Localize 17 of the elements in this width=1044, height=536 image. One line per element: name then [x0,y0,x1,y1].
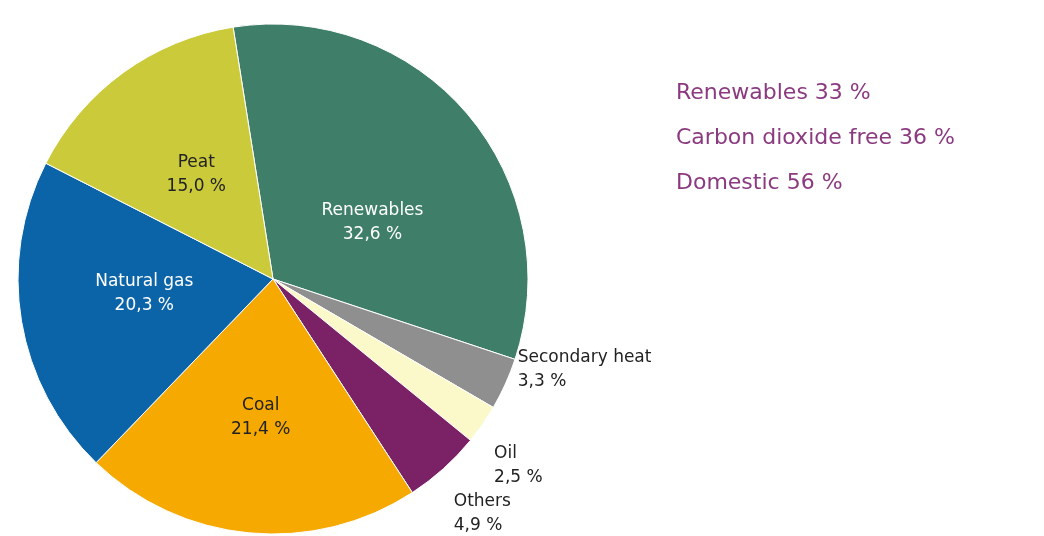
data-label: 3,3 % [517,370,567,390]
data-label: 2,5 % [494,466,543,486]
slice-label: Renewables [321,199,424,220]
text: Carbon dioxide free 36 % [676,123,955,149]
slice-label: Peat [177,151,216,172]
data-label: 32,6 % [342,223,403,244]
slice-label: Others [453,490,512,510]
slice-label: Secondary heat [517,346,652,366]
slice-label: Natural gas [95,270,194,291]
slice-label: Coal [242,394,280,414]
data-label: 15,0 % [166,175,226,196]
text: Renewables 33 % [676,78,871,104]
data-label: 20,3 % [114,294,175,315]
data-label: 21,4 % [231,418,291,438]
data-label: 4,9 % [453,514,503,534]
text: Domestic 56 % [676,168,843,194]
slice-label: Oil [494,442,517,462]
